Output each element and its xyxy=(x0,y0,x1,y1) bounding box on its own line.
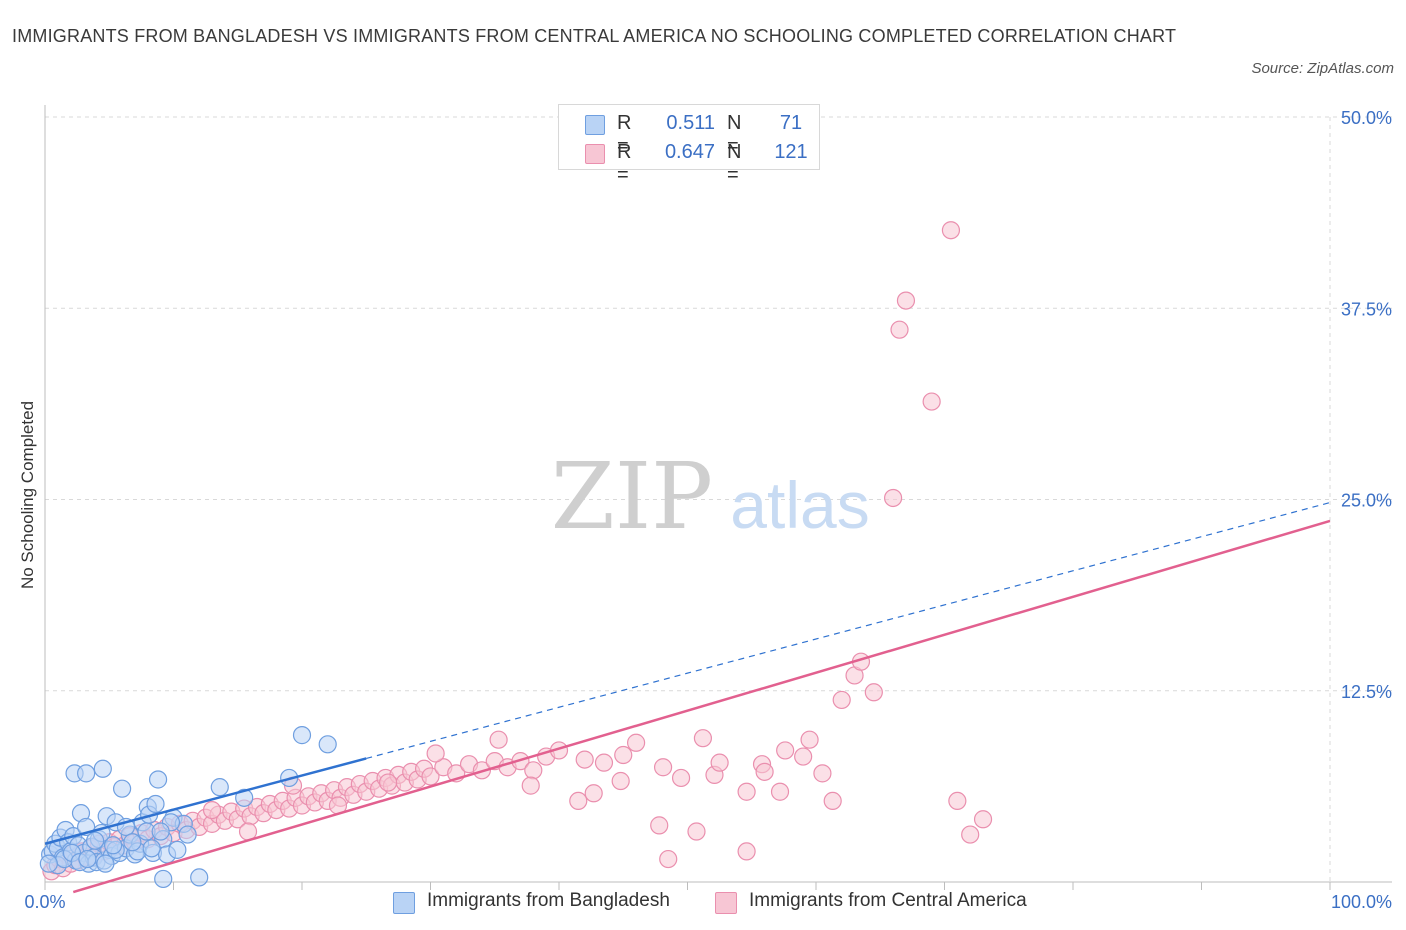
watermark: ZIP atlas xyxy=(551,443,870,550)
central-america-point xyxy=(737,782,756,801)
grid-lines xyxy=(45,116,1392,882)
bangladesh-point xyxy=(151,822,170,841)
central-america-point xyxy=(671,768,691,788)
bangladesh-trend-extension xyxy=(366,501,1331,760)
n-value: 121 xyxy=(774,141,808,163)
central-america-point xyxy=(650,816,669,835)
central-america-point xyxy=(524,761,543,780)
y-tick-label: 37.5% xyxy=(1341,299,1392,319)
central-america-points xyxy=(42,221,993,881)
central-america-point xyxy=(594,753,614,772)
bangladesh-point xyxy=(112,779,132,798)
central-america-point xyxy=(521,776,540,795)
central-america-point xyxy=(883,488,903,508)
central-america-point xyxy=(823,791,842,811)
trend-lines xyxy=(44,501,1331,894)
central-america-point xyxy=(890,320,909,339)
legend-label: Immigrants from Central America xyxy=(749,890,1027,911)
central-america-point xyxy=(693,729,713,748)
watermark-zip: ZIP xyxy=(551,443,713,550)
central-america-point xyxy=(626,733,646,752)
source-credit: Source: ZipAtlas.com xyxy=(1251,60,1394,77)
y-tick-label: 50.0% xyxy=(1341,108,1392,128)
bangladesh-point xyxy=(190,868,209,887)
r-label: R = xyxy=(617,141,632,186)
r-value: 0.647 xyxy=(664,141,715,163)
bangladesh-point xyxy=(235,788,254,807)
central-america-point xyxy=(614,745,633,765)
central-america-point xyxy=(941,221,961,240)
bangladesh-point xyxy=(210,778,229,797)
bangladesh-point xyxy=(123,833,142,852)
central-america-point xyxy=(864,683,883,702)
y-tick-label: 12.5% xyxy=(1341,682,1392,702)
r-label: R = xyxy=(617,112,632,157)
central-america-point xyxy=(569,791,588,811)
bangladesh-swatch xyxy=(585,115,605,135)
x-tick-label: 0.0% xyxy=(24,892,65,912)
central-america-point xyxy=(687,822,706,841)
bangladesh-point xyxy=(318,735,337,754)
central-america-point xyxy=(794,747,813,766)
central-america-point xyxy=(896,291,916,310)
bangladesh-point xyxy=(39,854,58,873)
bangladesh-point xyxy=(78,849,97,869)
bangladesh-points xyxy=(39,726,337,889)
central-america-swatch xyxy=(585,144,605,164)
central-america-point xyxy=(755,762,774,781)
x-tick-label: 100.0% xyxy=(1331,892,1392,912)
bangladesh-point xyxy=(104,836,123,855)
central-america-point xyxy=(776,741,795,760)
central-america-point xyxy=(961,825,980,844)
central-america-trend-line xyxy=(72,519,1331,894)
bangladesh-point xyxy=(146,794,165,814)
central-america-point xyxy=(770,782,790,801)
central-america-point xyxy=(653,758,673,777)
central-america-point xyxy=(737,842,756,861)
bangladesh-point xyxy=(96,854,115,873)
y-tick-label: 25.0% xyxy=(1341,491,1392,511)
central-america-swatch xyxy=(715,892,737,914)
bangladesh-point xyxy=(86,831,105,850)
central-america-point xyxy=(584,784,603,803)
bangladesh-trend-line xyxy=(44,757,367,845)
central-america-point xyxy=(611,771,630,791)
axes xyxy=(44,105,1392,890)
legend-label: Immigrants from Bangladesh xyxy=(427,890,670,911)
bangladesh-point xyxy=(93,759,112,778)
bangladesh-swatch xyxy=(393,892,415,914)
central-america-point xyxy=(659,849,678,869)
r-value: 0.511 xyxy=(666,112,715,134)
bangladesh-point xyxy=(77,764,96,783)
central-america-point xyxy=(922,392,941,411)
n-value: 71 xyxy=(779,112,803,134)
tick-labels: 12.5% 25.0% 37.5% 50.0% 0.0% 100.0% xyxy=(24,108,1392,912)
bangladesh-point xyxy=(142,839,161,858)
central-america-point xyxy=(202,800,222,820)
bangladesh-point xyxy=(292,726,312,745)
central-america-point xyxy=(378,773,398,792)
central-america-point xyxy=(426,744,445,763)
central-america-point xyxy=(973,810,993,829)
correlation-legend: R = 0.511 N = 71 R = 0.647 N = 121 xyxy=(558,104,820,186)
bangladesh-point xyxy=(168,840,187,859)
bangladesh-point xyxy=(154,869,173,889)
watermark-atlas: atlas xyxy=(730,468,869,542)
n-label: N = xyxy=(727,141,742,186)
central-america-point xyxy=(710,753,729,772)
central-america-point xyxy=(813,764,832,783)
central-america-point xyxy=(948,791,967,811)
bangladesh-point xyxy=(178,825,197,844)
central-america-point xyxy=(800,730,819,749)
bangladesh-point xyxy=(148,770,168,789)
chart-title: IMMIGRANTS FROM BANGLADESH VS IMMIGRANTS… xyxy=(12,26,1177,46)
central-america-point xyxy=(832,690,851,710)
central-america-point xyxy=(489,730,508,749)
n-label: N = xyxy=(727,112,742,157)
central-america-point xyxy=(421,767,440,786)
central-america-point xyxy=(575,750,594,769)
